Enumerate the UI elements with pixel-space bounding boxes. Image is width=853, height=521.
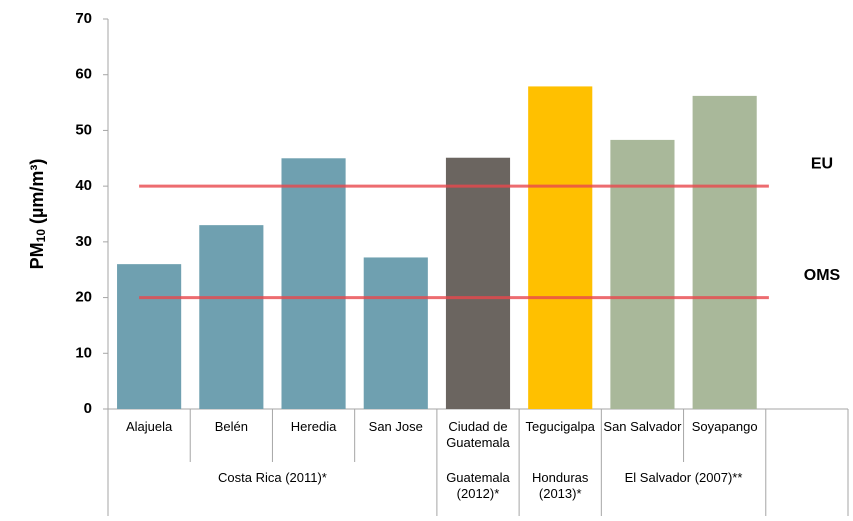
- y-tick-label: 0: [84, 400, 92, 417]
- bar: [528, 86, 593, 410]
- bar: [117, 264, 182, 409]
- x-tick-label: Belén: [214, 419, 248, 434]
- x-tick-label: Heredia: [290, 419, 337, 434]
- group-label: Costa Rica (2011)*: [218, 470, 327, 485]
- x-tick-label: Alajuela: [125, 419, 173, 434]
- group-label: Honduras (2013)*: [532, 470, 589, 501]
- bar: [199, 225, 264, 409]
- x-tick-label: San Salvador: [603, 419, 682, 434]
- x-tick-label: Soyapango: [691, 419, 758, 434]
- bar: [445, 157, 511, 409]
- x-tick-label: Ciudad de Guatemala: [446, 419, 510, 450]
- group-label: Guatemala (2012)*: [446, 470, 510, 501]
- y-tick-label: 30: [75, 233, 92, 250]
- y-label-main: PM: [27, 242, 47, 269]
- y-tick-label: 40: [75, 177, 92, 194]
- y-label-unit: (µm/m³): [27, 159, 47, 229]
- group-label: El Salvador (2007)**: [624, 470, 743, 485]
- y-tick-label: 50: [75, 121, 92, 138]
- y-tick-label: 70: [75, 10, 92, 27]
- y-axis-label: PM10 (µm/m³): [27, 159, 48, 270]
- bar: [281, 158, 346, 409]
- x-tick-label: Tegucigalpa: [525, 419, 595, 434]
- reference-label: OMS: [804, 267, 841, 284]
- y-tick-label: 60: [75, 66, 92, 83]
- bar: [363, 257, 428, 409]
- bar: [610, 139, 675, 409]
- y-tick-label: 20: [75, 289, 92, 306]
- x-tick-label: San Jose: [368, 419, 423, 434]
- y-tick-label: 10: [75, 344, 92, 361]
- y-label-sub: 10: [34, 229, 48, 243]
- bar: [692, 95, 757, 409]
- reference-label: EU: [811, 155, 833, 172]
